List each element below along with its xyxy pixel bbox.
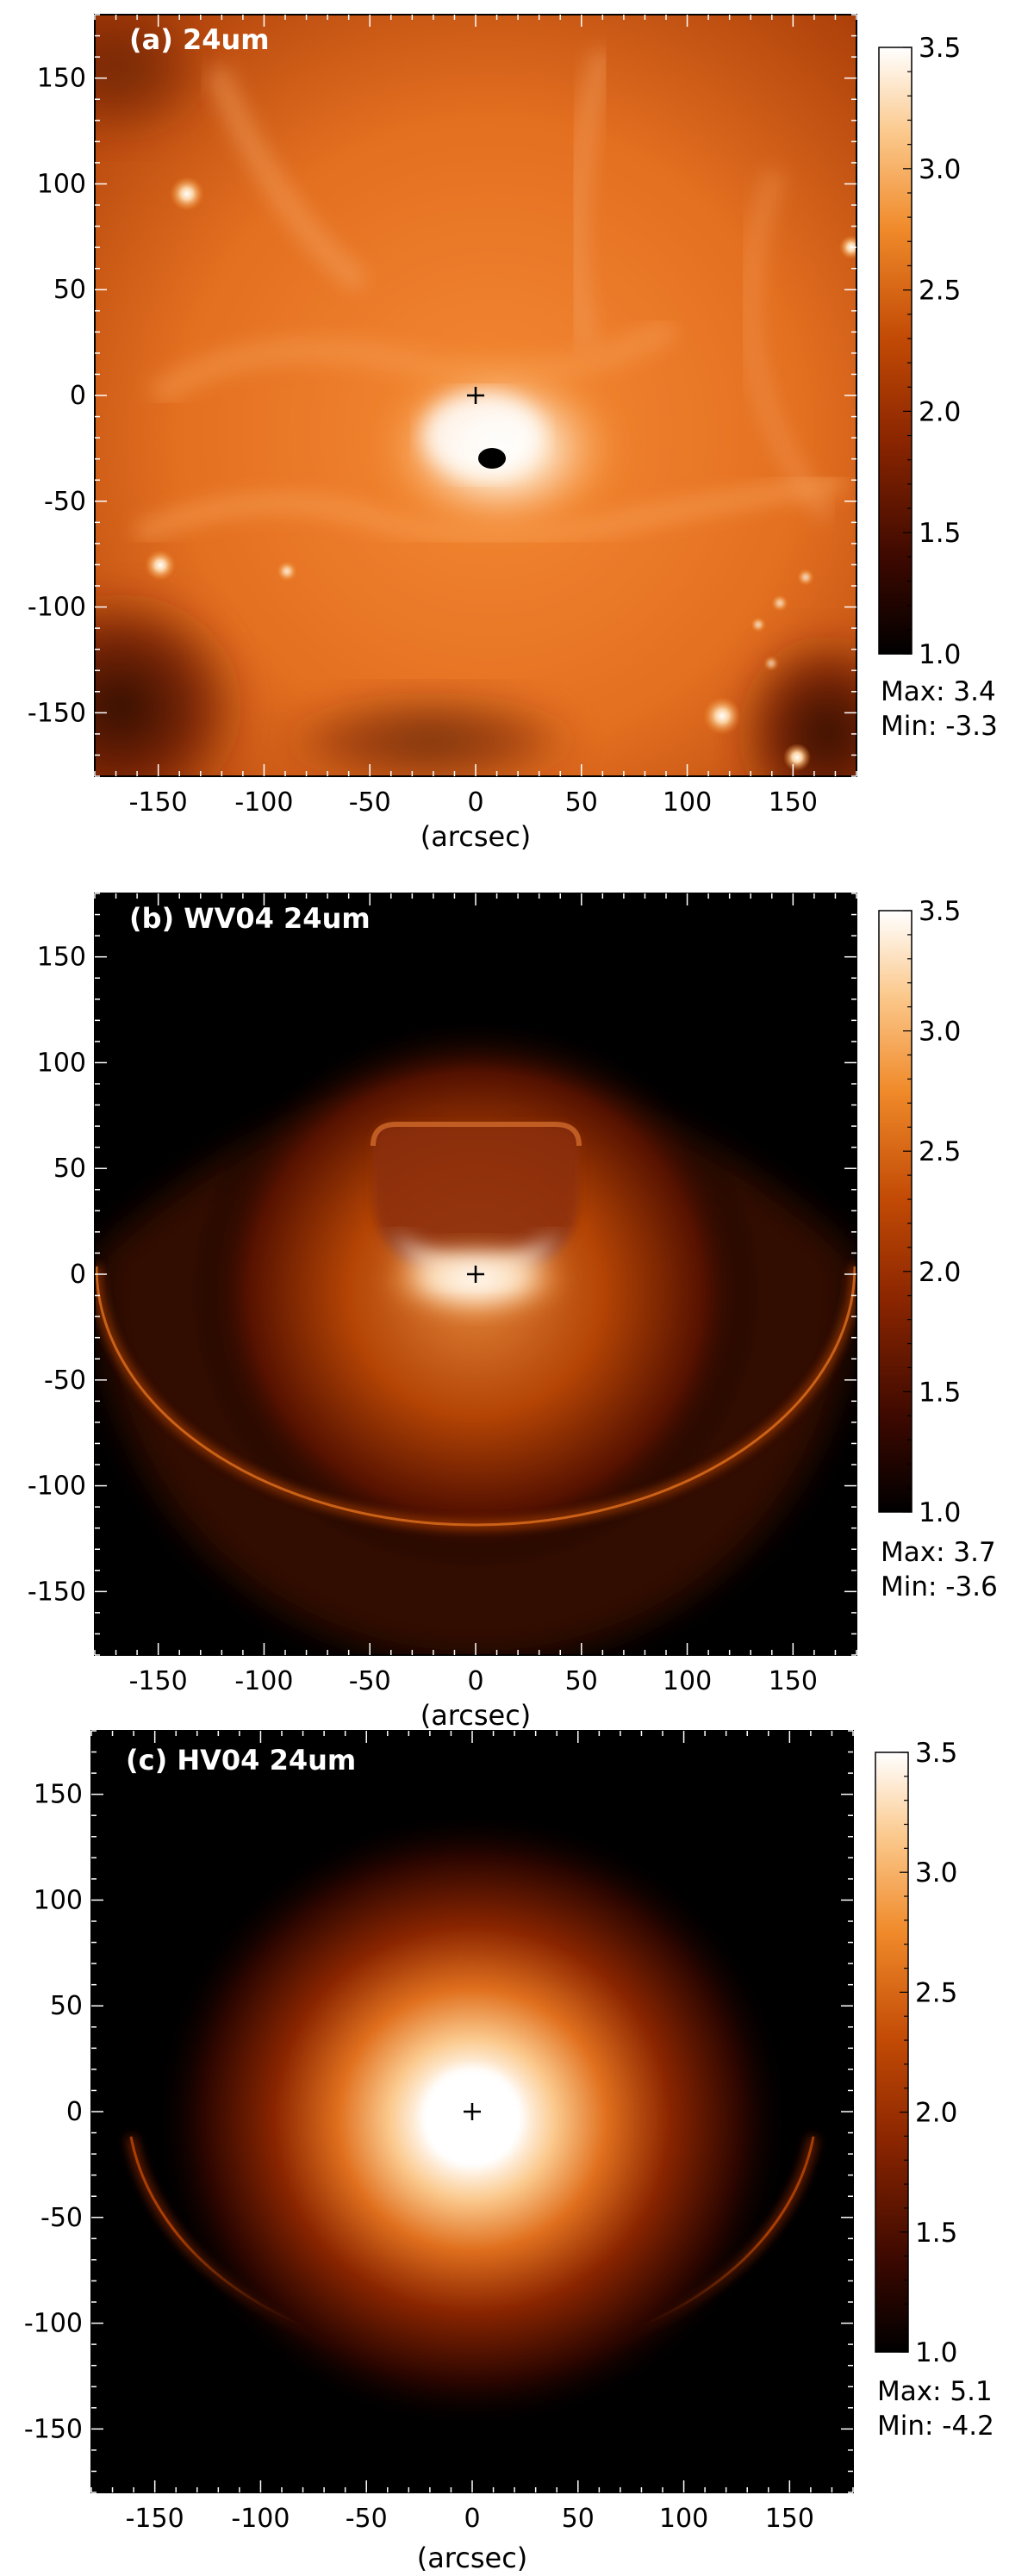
panel-b-title: (b) WV04 24um (129, 902, 371, 935)
panel-c-colorbar (875, 1752, 909, 2353)
panel-a-xlabel: (arcsec) (420, 820, 532, 853)
y-tick-label: -100 (28, 1472, 86, 1502)
y-tick-label: 150 (37, 943, 86, 973)
panel-b-xlabel: (arcsec) (420, 1699, 532, 1732)
y-tick-label: -100 (28, 593, 86, 623)
y-tick-label: -50 (40, 2203, 83, 2233)
colorbar-tick-label: 2.5 (915, 1977, 957, 2008)
colorbar-tick-label: 1.5 (915, 2218, 957, 2249)
x-tick-label: -50 (349, 787, 391, 818)
y-tick-label: 50 (53, 275, 86, 305)
x-tick-label: 0 (467, 787, 483, 818)
colorbar-tick-label: 3.0 (919, 1017, 961, 1048)
panel-c-title: (c) HV04 24um (126, 1744, 356, 1776)
panel-b-max: Max: 3.7 (881, 1537, 996, 1568)
panel-a-max: Max: 3.4 (881, 676, 996, 707)
panel-a-colorbar (878, 47, 913, 655)
colorbar-tick-label: 1.0 (915, 2337, 957, 2368)
point-source (783, 744, 811, 771)
panel-c-min: Min: -4.2 (877, 2411, 994, 2442)
y-tick-label: -100 (24, 2309, 83, 2339)
x-tick-label: 50 (565, 787, 598, 818)
colorbar-tick-label: 2.0 (919, 1257, 961, 1288)
panel-c-axes: -150 -100 -50 0 50 100 150 150 100 50 0 -50 -100 -150 (24, 1730, 854, 2534)
point-source (145, 550, 176, 581)
panel-c-max: Max: 5.1 (877, 2376, 993, 2407)
panel-b-min: Min: -3.6 (881, 1571, 998, 1602)
x-tick-label: 0 (464, 2504, 480, 2534)
colorbar-tick-label: 2.0 (919, 396, 961, 427)
colorbar-tick-label: 1.5 (919, 1377, 961, 1408)
point-source (839, 235, 856, 259)
colorbar-tick-label: 1.0 (919, 639, 961, 670)
panel-b-colorbar (878, 910, 913, 1513)
panel-a-title: (a) 24um (129, 23, 270, 56)
x-tick-label: 100 (663, 787, 712, 818)
panel-a-axes: -150 -100 -50 0 50 100 150 150 100 50 0 -50 -100 -150 (28, 14, 857, 818)
point-source (277, 561, 297, 582)
x-tick-label: -50 (346, 2504, 388, 2534)
colorbar-tick-label: 3.5 (915, 1738, 957, 1769)
panel-a-min: Min: -3.3 (881, 711, 998, 742)
panel-c: (c) HV04 24um -150 -100 -50 0 50 100 150 150 100… (24, 1730, 994, 2574)
y-tick-label: -150 (28, 1577, 86, 1607)
x-tick-label: -50 (349, 1666, 391, 1696)
x-tick-label: 150 (769, 787, 818, 818)
y-tick-label: -50 (44, 487, 86, 517)
masked-region (478, 448, 506, 469)
panel-b: (b) WV04 24um -150 -100 -50 0 50 100 150 150 100… (28, 893, 998, 1732)
y-tick-label: 100 (34, 1885, 83, 1915)
panel-b-colorbar-ticks: 3.5 3.0 2.5 2.0 1.5 1.0 (903, 896, 961, 1528)
panel-b-axes: -150 -100 -50 0 50 100 150 150 100 50 0 -50 -100 -150 (28, 893, 857, 1696)
point-source (771, 594, 788, 612)
y-tick-label: 0 (66, 2097, 83, 2127)
y-tick-label: 50 (50, 1991, 83, 2021)
y-tick-label: -150 (24, 2414, 83, 2444)
panel-a-colorbar-ticks: 3.5 3.0 2.5 2.0 1.5 1.0 (903, 33, 961, 670)
panel-c-xlabel: (arcsec) (417, 2542, 528, 2574)
point-source (751, 617, 766, 632)
colorbar-tick-label: 1.5 (919, 518, 961, 549)
x-tick-label: -150 (126, 2504, 184, 2534)
point-source (703, 697, 741, 735)
point-source (170, 177, 204, 211)
y-tick-label: -50 (44, 1366, 86, 1396)
point-source (797, 569, 814, 586)
y-tick-label: 50 (53, 1154, 86, 1184)
colorbar-tick-label: 3.0 (919, 154, 961, 185)
y-tick-label: -150 (28, 698, 86, 728)
panel-c-colorbar-ticks: 3.5 3.0 2.5 2.0 1.5 1.0 (900, 1738, 957, 2368)
colorbar-tick-label: 2.5 (919, 276, 961, 307)
x-tick-label: 0 (467, 1666, 483, 1696)
y-tick-label: 100 (37, 169, 86, 199)
colorbar-tick-label: 3.5 (919, 896, 961, 927)
colorbar-tick-label: 2.5 (919, 1136, 961, 1167)
colorbar-tick-label: 2.0 (915, 2098, 957, 2129)
x-tick-label: 50 (562, 2504, 595, 2534)
y-tick-label: 100 (37, 1048, 86, 1078)
point-source (763, 656, 779, 671)
y-tick-label: 0 (70, 1260, 86, 1290)
x-tick-label: 150 (765, 2504, 814, 2534)
panel-a: (a) 24um -150 -100 -50 0 50 100 150 150 100 50 0 -5… (28, 14, 998, 853)
colorbar-tick-label: 3.0 (915, 1857, 957, 1888)
colorbar-tick-label: 3.5 (919, 33, 961, 64)
x-tick-label: -100 (231, 2504, 290, 2534)
x-tick-label: -100 (234, 1666, 293, 1696)
x-tick-label: -100 (234, 787, 293, 818)
x-tick-label: -150 (129, 787, 188, 818)
y-tick-label: 0 (70, 381, 86, 411)
x-tick-label: 100 (663, 1666, 712, 1696)
panel-a-image (95, 15, 856, 776)
x-tick-label: 150 (769, 1666, 818, 1696)
x-tick-label: 50 (565, 1666, 598, 1696)
colorbar-tick-label: 1.0 (919, 1497, 961, 1528)
y-tick-label: 150 (37, 64, 86, 94)
x-tick-label: -150 (129, 1666, 188, 1696)
x-tick-label: 100 (659, 2504, 708, 2534)
y-tick-label: 150 (34, 1780, 83, 1810)
